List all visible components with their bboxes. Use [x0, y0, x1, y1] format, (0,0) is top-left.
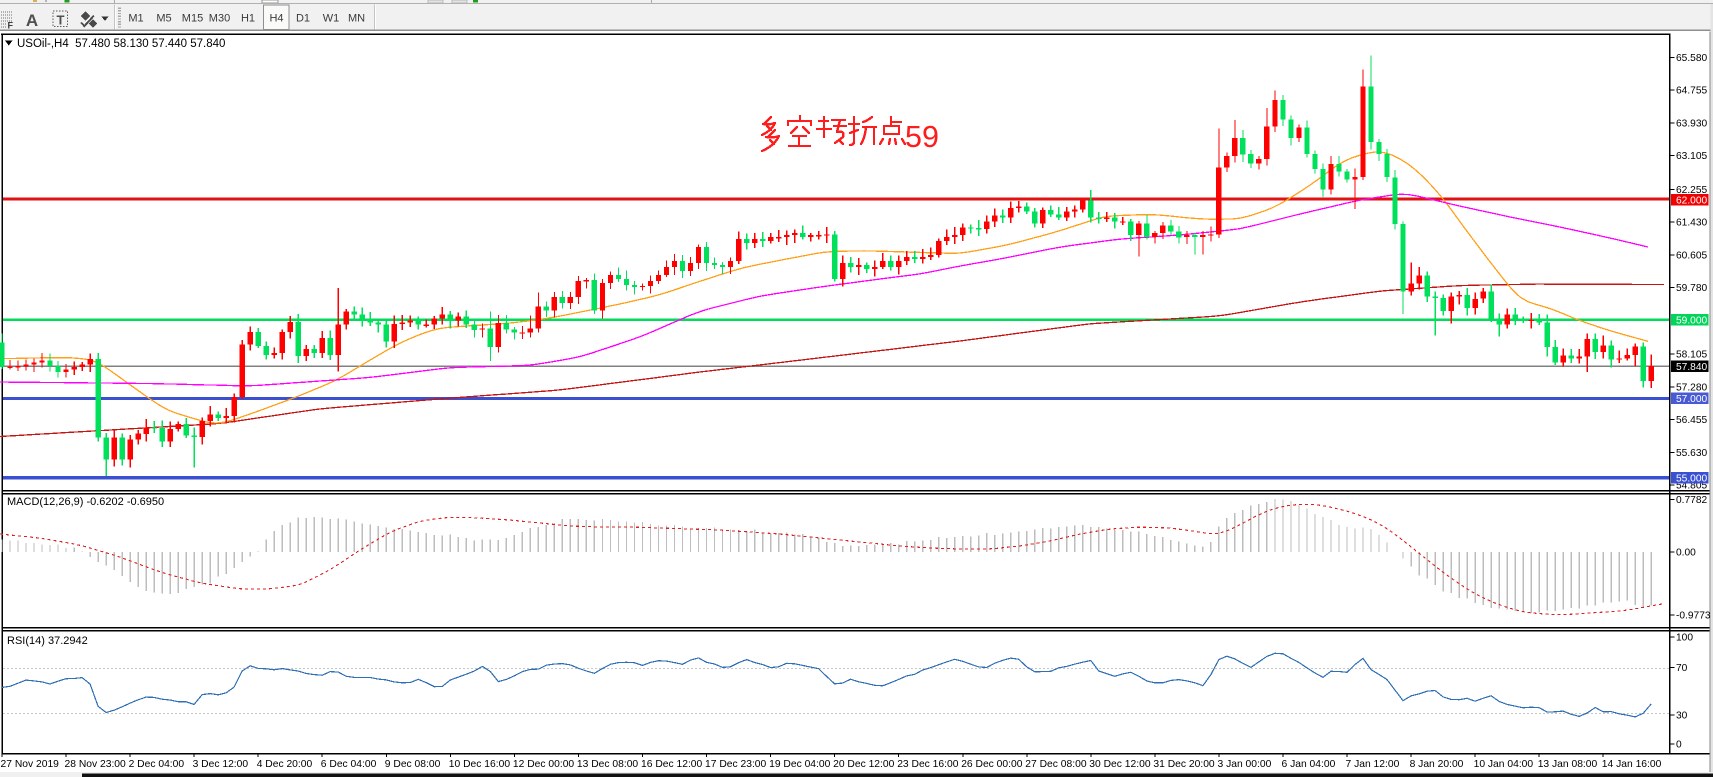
svg-text:13 Dec 08:00: 13 Dec 08:00 [577, 759, 639, 770]
svg-text:T: T [57, 13, 65, 28]
svg-text:27 Dec 08:00: 27 Dec 08:00 [1025, 759, 1087, 770]
svg-text:20 Dec 12:00: 20 Dec 12:00 [833, 759, 895, 770]
svg-text:F: F [8, 21, 14, 31]
svg-text:0.00: 0.00 [1676, 548, 1696, 559]
svg-text:57.280: 57.280 [1676, 382, 1707, 393]
svg-text:70: 70 [1676, 663, 1688, 674]
svg-text:28 Nov 23:00: 28 Nov 23:00 [65, 759, 127, 770]
svg-text:55.000: 55.000 [1676, 473, 1707, 484]
svg-text:MN: MN [348, 12, 365, 24]
svg-text:0.7782: 0.7782 [1676, 495, 1707, 506]
svg-text:57.840: 57.840 [1676, 362, 1707, 373]
svg-text:31 Dec 20:00: 31 Dec 20:00 [1153, 759, 1215, 770]
svg-text:8 Jan 20:00: 8 Jan 20:00 [1410, 759, 1464, 770]
svg-text:4 Dec 20:00: 4 Dec 20:00 [257, 759, 313, 770]
svg-text:M30: M30 [209, 12, 230, 24]
svg-text:59.000: 59.000 [1676, 315, 1707, 326]
svg-text:60.605: 60.605 [1676, 250, 1707, 261]
svg-text:30 Dec 12:00: 30 Dec 12:00 [1089, 759, 1151, 770]
svg-text:7 Jan 12:00: 7 Jan 12:00 [1346, 759, 1400, 770]
svg-text:W1: W1 [323, 12, 340, 24]
svg-text:USOil-,H4 57.480 58.130 57.44: USOil-,H4 57.480 58.130 57.440 57.840 [17, 38, 225, 50]
svg-text:27 Nov 2019: 27 Nov 2019 [1, 759, 60, 770]
svg-text:A: A [26, 11, 38, 30]
svg-text:65.580: 65.580 [1676, 53, 1707, 64]
svg-text:H1: H1 [241, 12, 255, 24]
svg-text:54.805: 54.805 [1676, 481, 1707, 492]
svg-text:57.000: 57.000 [1676, 394, 1707, 405]
svg-text:23 Dec 16:00: 23 Dec 16:00 [897, 759, 959, 770]
svg-text:55.630: 55.630 [1676, 448, 1707, 459]
svg-text:10 Jan 04:00: 10 Jan 04:00 [1474, 759, 1534, 770]
svg-text:62.255: 62.255 [1676, 185, 1707, 196]
svg-text:59.780: 59.780 [1676, 283, 1707, 294]
svg-text:19 Dec 04:00: 19 Dec 04:00 [769, 759, 831, 770]
svg-text:6 Dec 04:00: 6 Dec 04:00 [321, 759, 377, 770]
svg-text:16 Dec 12:00: 16 Dec 12:00 [641, 759, 703, 770]
svg-text:13 Jan 08:00: 13 Jan 08:00 [1538, 759, 1598, 770]
svg-text:M5: M5 [156, 12, 171, 24]
svg-text:3 Jan 00:00: 3 Jan 00:00 [1218, 759, 1272, 770]
svg-text:17 Dec 23:00: 17 Dec 23:00 [705, 759, 767, 770]
svg-text:14 Jan 16:00: 14 Jan 16:00 [1602, 759, 1662, 770]
svg-text:59: 59 [905, 120, 939, 154]
svg-text:100: 100 [1676, 633, 1693, 644]
svg-text:0: 0 [1676, 740, 1682, 751]
svg-text:10 Dec 16:00: 10 Dec 16:00 [449, 759, 511, 770]
svg-text:12 Dec 00:00: 12 Dec 00:00 [513, 759, 575, 770]
svg-text:56.455: 56.455 [1676, 415, 1707, 426]
svg-text:63.930: 63.930 [1676, 118, 1707, 129]
svg-text:30: 30 [1676, 711, 1688, 722]
svg-text:9 Dec 08:00: 9 Dec 08:00 [385, 759, 441, 770]
svg-text:H4: H4 [269, 12, 283, 24]
svg-text:63.105: 63.105 [1676, 151, 1707, 162]
svg-text:-0.9773: -0.9773 [1676, 611, 1711, 622]
svg-text:D1: D1 [296, 12, 310, 24]
svg-text:MACD(12,26,9) -0.6202 -0.6950: MACD(12,26,9) -0.6202 -0.6950 [7, 496, 164, 508]
svg-text:64.755: 64.755 [1676, 86, 1707, 97]
svg-text:58.105: 58.105 [1676, 350, 1707, 361]
svg-text:RSI(14) 37.2942: RSI(14) 37.2942 [7, 635, 88, 647]
svg-text:62.000: 62.000 [1676, 196, 1707, 207]
svg-text:M15: M15 [182, 12, 203, 24]
svg-text:61.430: 61.430 [1676, 218, 1707, 229]
svg-text:M1: M1 [128, 12, 143, 24]
svg-text:6 Jan 04:00: 6 Jan 04:00 [1282, 759, 1336, 770]
svg-text:26 Dec 00:00: 26 Dec 00:00 [961, 759, 1023, 770]
svg-text:3 Dec 12:00: 3 Dec 12:00 [193, 759, 249, 770]
svg-text:2 Dec 04:00: 2 Dec 04:00 [129, 759, 185, 770]
